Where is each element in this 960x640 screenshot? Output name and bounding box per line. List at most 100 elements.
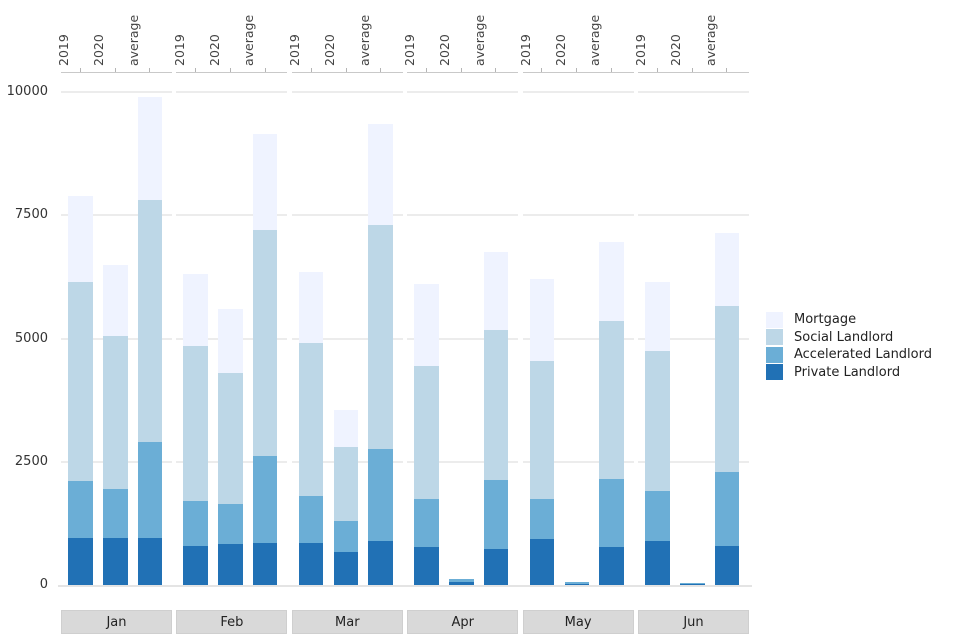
segment-apr-2019-social-landlord (414, 365, 439, 499)
gridline-5000 (522, 337, 634, 340)
segment-jun-2020-private-landlord (680, 583, 705, 585)
legend: Mortgage Social Landlord Accelerated Landl… (766, 311, 932, 381)
segment-mar-average-accelerated-landlord (368, 449, 393, 541)
top-axis-line (407, 72, 519, 73)
segment-may-average-mortgage (599, 242, 624, 322)
zero-axis-line (288, 585, 406, 587)
legend-label-mortgage: Mortgage (794, 312, 857, 328)
segment-jan-2020-mortgage (103, 264, 128, 337)
top-tick (345, 68, 347, 72)
segment-may-2020-accelerated-landlord (564, 582, 590, 584)
segment-feb-2019-accelerated-landlord (183, 501, 208, 546)
segment-mar-2020-social-landlord (333, 446, 359, 521)
legend-row-mortgage: Mortgage (766, 311, 932, 329)
top-tick (726, 68, 728, 72)
segment-jun-average-private-landlord (714, 545, 739, 585)
segment-mar-2019-social-landlord (298, 343, 324, 497)
segment-feb-2019-private-landlord (183, 545, 208, 585)
segment-jan-average-social-landlord (137, 200, 162, 443)
gridline-7500 (291, 214, 403, 217)
column-label-2019: 2019 (402, 34, 418, 66)
legend-label-social-landlord: Social Landlord (794, 329, 894, 345)
gridline-5000 (291, 337, 403, 340)
gridline-2500 (407, 460, 519, 463)
segment-jan-2019-private-landlord (68, 538, 93, 585)
segment-apr-2020-accelerated-landlord (449, 579, 474, 583)
column-label-2020: 2020 (437, 34, 453, 66)
segment-jun-2019-private-landlord (645, 540, 670, 585)
top-tick (264, 68, 266, 72)
segment-jun-2019-social-landlord (645, 350, 670, 492)
gridline-7500 (407, 214, 519, 217)
zero-axis-line (58, 585, 175, 587)
segment-feb-2020-social-landlord (218, 373, 243, 504)
top-axis-line (61, 72, 172, 73)
segment-mar-2019-private-landlord (298, 543, 324, 585)
segment-mar-average-mortgage (368, 124, 393, 226)
segment-jun-average-accelerated-landlord (714, 471, 739, 546)
segment-mar-2019-mortgage (298, 271, 324, 344)
top-tick (79, 68, 81, 72)
column-label-2020: 2020 (668, 34, 684, 66)
top-tick (610, 68, 612, 72)
segment-jun-2019-accelerated-landlord (645, 491, 670, 541)
top-tick (114, 68, 116, 72)
legend-row-accelerated-landlord: Accelerated Landlord (766, 346, 932, 364)
column-label-2019: 2019 (633, 34, 649, 66)
gridline-10000 (176, 91, 288, 93)
y-tick-label: 10000 (6, 84, 48, 99)
zero-axis-line (519, 585, 637, 587)
segment-apr-2019-mortgage (414, 284, 439, 366)
top-axis-line (638, 72, 749, 73)
column-label-average: average (356, 14, 372, 66)
segment-jan-2020-private-landlord (103, 538, 128, 585)
legend-swatch-accelerated-landlord (766, 346, 783, 363)
segment-may-2019-social-landlord (529, 360, 555, 499)
segment-may-2019-accelerated-landlord (529, 498, 555, 540)
column-label-2019: 2019 (517, 34, 533, 66)
legend-swatch-mortgage (766, 311, 783, 328)
segment-may-average-private-landlord (599, 546, 624, 585)
segment-apr-average-accelerated-landlord (483, 480, 509, 550)
segment-may-average-accelerated-landlord (599, 479, 624, 547)
gridline-10000 (291, 91, 403, 93)
gridline-10000 (407, 91, 519, 93)
month-label-jan: Jan (61, 610, 172, 634)
top-tick (495, 68, 497, 72)
segment-apr-average-mortgage (483, 252, 509, 330)
legend-label-accelerated-landlord: Accelerated Landlord (794, 347, 932, 363)
gridline-10000 (61, 91, 172, 93)
top-tick (380, 68, 382, 72)
segment-jan-average-mortgage (137, 96, 162, 201)
column-label-average: average (587, 14, 603, 66)
column-label-average: average (471, 14, 487, 66)
top-axis-line (522, 72, 634, 73)
top-tick (195, 68, 197, 72)
segment-mar-average-private-landlord (368, 540, 393, 585)
gridline-7500 (176, 214, 288, 217)
segment-mar-average-social-landlord (368, 225, 393, 450)
zero-axis-line (173, 585, 291, 587)
top-tick (541, 68, 543, 72)
top-axis-line (291, 72, 403, 73)
segment-jan-2019-mortgage (68, 195, 93, 282)
segment-apr-average-social-landlord (483, 329, 509, 481)
segment-jan-2020-social-landlord (103, 336, 128, 489)
gridline-7500 (522, 214, 634, 217)
segment-jun-2020-accelerated-landlord (680, 582, 705, 584)
segment-feb-2020-accelerated-landlord (218, 503, 243, 545)
gridline-7500 (61, 214, 172, 217)
segment-may-average-social-landlord (599, 321, 624, 479)
segment-apr-2020-private-landlord (449, 582, 474, 585)
segment-feb-2020-private-landlord (218, 544, 243, 585)
segment-feb-average-accelerated-landlord (252, 455, 278, 544)
column-label-average: average (241, 14, 257, 66)
month-label-may: May (522, 610, 634, 634)
segment-jun-average-social-landlord (714, 306, 739, 472)
column-label-2019: 2019 (171, 34, 187, 66)
column-label-average: average (702, 14, 718, 66)
segment-feb-average-mortgage (252, 133, 278, 231)
column-label-2020: 2020 (322, 34, 338, 66)
y-tick-label: 7500 (14, 207, 48, 223)
segment-feb-average-social-landlord (252, 230, 278, 456)
